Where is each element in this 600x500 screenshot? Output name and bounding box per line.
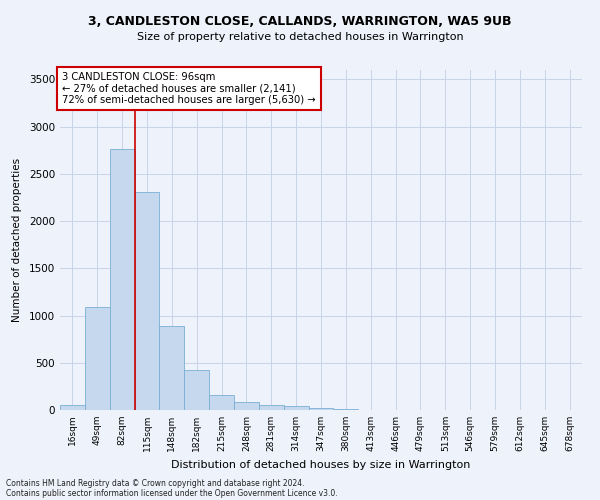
- Bar: [134, 192, 160, 410]
- Text: Size of property relative to detached houses in Warrington: Size of property relative to detached ho…: [137, 32, 463, 42]
- Text: Contains public sector information licensed under the Open Government Licence v3: Contains public sector information licen…: [6, 488, 338, 498]
- Bar: [209, 395, 234, 410]
- Text: Contains HM Land Registry data © Crown copyright and database right 2024.: Contains HM Land Registry data © Crown c…: [6, 478, 305, 488]
- Bar: [60, 406, 85, 410]
- Bar: [284, 406, 308, 410]
- Bar: [160, 326, 184, 410]
- Bar: [308, 408, 334, 410]
- Text: 3 CANDLESTON CLOSE: 96sqm
← 27% of detached houses are smaller (2,141)
72% of se: 3 CANDLESTON CLOSE: 96sqm ← 27% of detac…: [62, 72, 316, 105]
- Text: 3, CANDLESTON CLOSE, CALLANDS, WARRINGTON, WA5 9UB: 3, CANDLESTON CLOSE, CALLANDS, WARRINGTO…: [88, 15, 512, 28]
- Bar: [85, 307, 110, 410]
- Bar: [110, 150, 134, 410]
- Bar: [259, 405, 284, 410]
- Bar: [234, 402, 259, 410]
- Bar: [184, 370, 209, 410]
- Y-axis label: Number of detached properties: Number of detached properties: [12, 158, 22, 322]
- X-axis label: Distribution of detached houses by size in Warrington: Distribution of detached houses by size …: [172, 460, 470, 469]
- Bar: [334, 409, 358, 410]
